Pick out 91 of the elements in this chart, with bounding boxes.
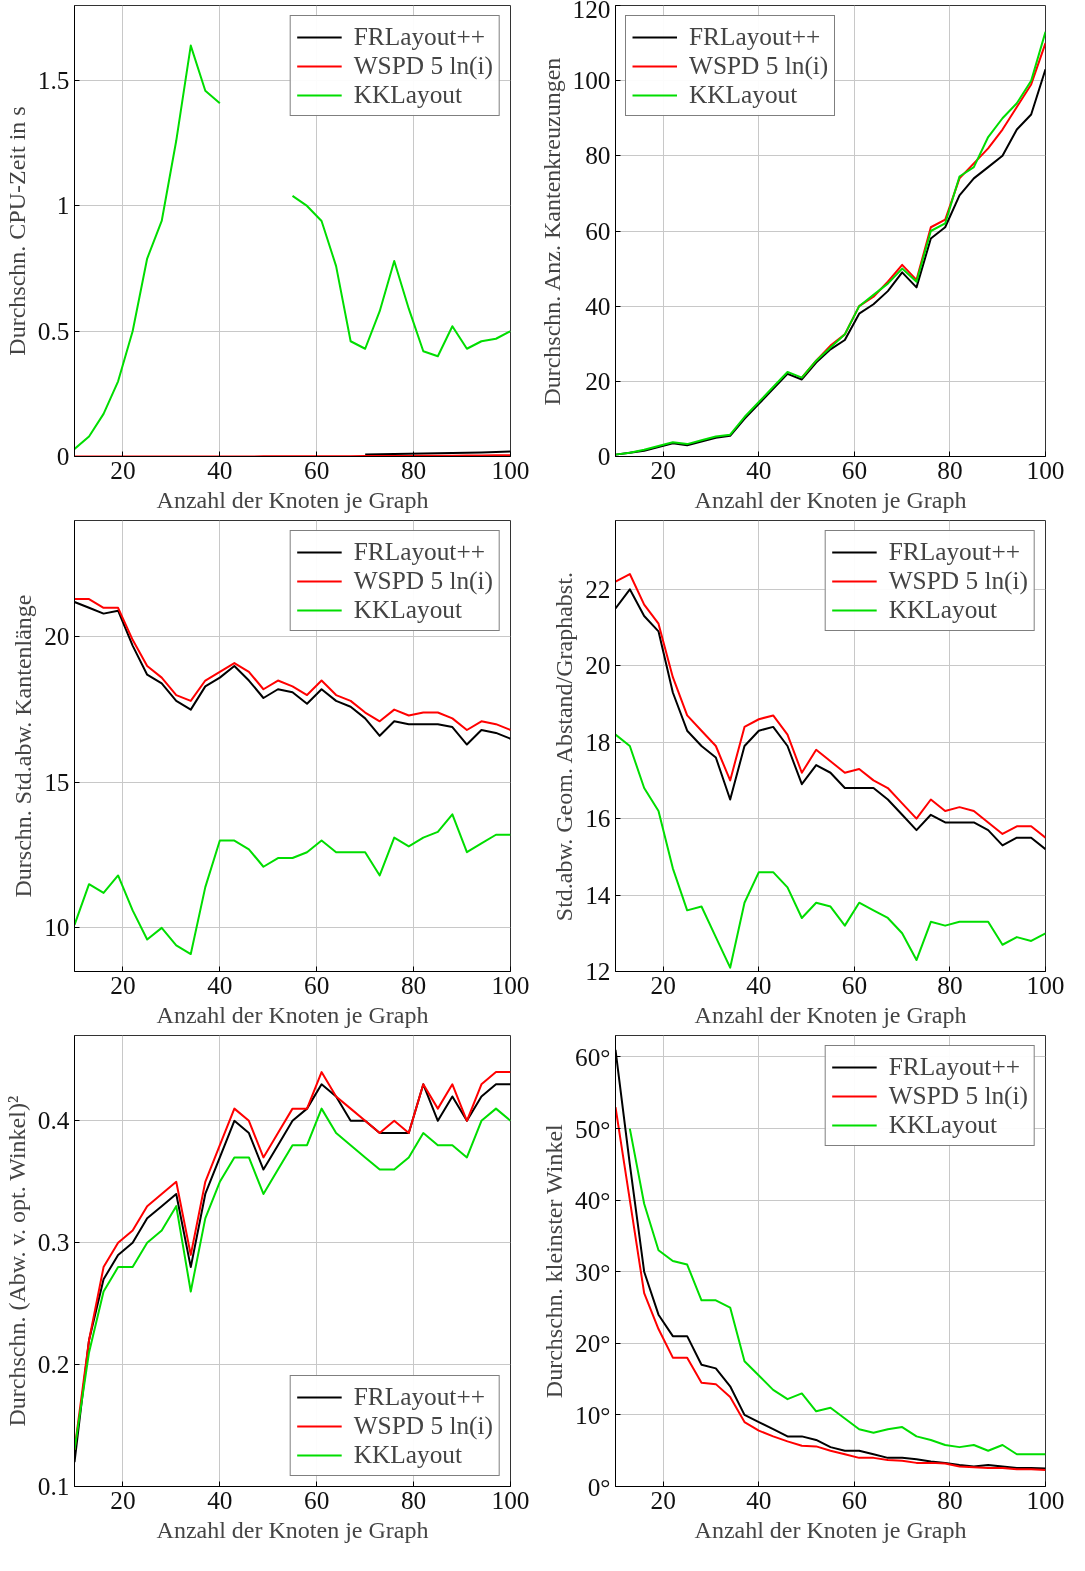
legend-label: WSPD 5 ln(i) bbox=[888, 566, 1028, 595]
x-tick-label: 20 bbox=[110, 455, 136, 484]
y-axis-title: Durchschn. kleinster Winkel bbox=[541, 1123, 568, 1399]
legend-label: FRLayout++ bbox=[353, 22, 485, 51]
x-tick-label: 60 bbox=[841, 1485, 868, 1514]
y-tick-label: 10° bbox=[575, 1400, 611, 1429]
x-tick-label: 40 bbox=[746, 1485, 772, 1514]
x-tick-label: 20 bbox=[110, 970, 136, 999]
legend-label: FRLayout++ bbox=[888, 537, 1020, 566]
y-tick-label: 20 bbox=[585, 651, 611, 680]
x-tick-label: 100 bbox=[1026, 970, 1065, 999]
y-tick-label: 40° bbox=[575, 1186, 611, 1215]
x-tick-label: 20 bbox=[650, 455, 676, 484]
x-axis-title: Anzahl der Knoten je Graph bbox=[156, 486, 429, 513]
legend-label: KKLayout bbox=[689, 80, 798, 109]
x-tick-label: 60 bbox=[304, 1485, 330, 1514]
y-tick-label: 10 bbox=[44, 913, 70, 942]
y-tick-label: 18 bbox=[585, 727, 611, 756]
x-tick-label: 60 bbox=[841, 455, 868, 484]
y-tick-label: 0 bbox=[56, 442, 70, 470]
y-tick-label: 0.5 bbox=[37, 316, 70, 345]
x-tick-label: 20 bbox=[110, 1485, 136, 1514]
y-tick-label: 50° bbox=[575, 1114, 611, 1143]
y-tick-label: 14 bbox=[585, 880, 611, 909]
y-tick-label: 0° bbox=[587, 1472, 611, 1501]
y-tick-label: 1 bbox=[56, 191, 70, 220]
legend-label: FRLayout++ bbox=[353, 1382, 485, 1411]
x-axis-title: Anzahl der Knoten je Graph bbox=[156, 1001, 429, 1028]
y-tick-label: 60° bbox=[575, 1042, 611, 1071]
x-tick-label: 80 bbox=[937, 455, 963, 484]
x-tick-label: 40 bbox=[746, 970, 772, 999]
x-tick-label: 60 bbox=[841, 970, 868, 999]
y-tick-label: 100 bbox=[572, 66, 611, 95]
legend-label: WSPD 5 ln(i) bbox=[689, 51, 829, 80]
y-tick-label: 40 bbox=[585, 291, 611, 320]
legend-label: KKLayout bbox=[353, 1440, 463, 1469]
y-tick-label: 0.3 bbox=[37, 1228, 70, 1257]
y-tick-label: 22 bbox=[585, 574, 611, 603]
legend-label: WSPD 5 ln(i) bbox=[888, 1081, 1028, 1110]
y-tick-label: 80 bbox=[585, 141, 611, 170]
x-tick-label: 20 bbox=[650, 970, 676, 999]
legend-label: KKLayout bbox=[353, 80, 463, 109]
y-tick-label: 0.2 bbox=[37, 1350, 70, 1379]
x-tick-label: 100 bbox=[491, 970, 530, 999]
x-axis-title: Anzahl der Knoten je Graph bbox=[694, 486, 967, 513]
y-tick-label: 20° bbox=[575, 1329, 611, 1358]
x-axis-title: Anzahl der Knoten je Graph bbox=[156, 1516, 429, 1543]
y-tick-label: 0.1 bbox=[37, 1472, 70, 1500]
y-axis-title: Durchschn. CPU-Zeit in s bbox=[3, 106, 30, 356]
y-tick-label: 0 bbox=[597, 442, 611, 470]
x-tick-label: 80 bbox=[400, 970, 427, 999]
y-tick-label: 20 bbox=[44, 622, 70, 651]
x-tick-label: 100 bbox=[1026, 455, 1065, 484]
y-axis-title: Durschn. Std.abw. Kantenlänge bbox=[10, 594, 37, 898]
x-tick-label: 80 bbox=[400, 1485, 427, 1514]
y-tick-label: 16 bbox=[585, 804, 611, 833]
x-tick-label: 80 bbox=[937, 1485, 963, 1514]
y-tick-label: 12 bbox=[585, 957, 611, 985]
y-tick-label: 120 bbox=[572, 0, 611, 23]
legend-label: WSPD 5 ln(i) bbox=[353, 51, 493, 80]
y-tick-label: 60 bbox=[585, 216, 611, 245]
x-tick-label: 40 bbox=[207, 455, 233, 484]
x-tick-label: 100 bbox=[491, 455, 530, 484]
x-tick-label: 80 bbox=[937, 970, 963, 999]
legend-label: FRLayout++ bbox=[689, 22, 821, 51]
legend-label: KKLayout bbox=[353, 595, 463, 624]
y-tick-label: 30° bbox=[575, 1257, 611, 1286]
x-tick-label: 20 bbox=[650, 1485, 676, 1514]
legend-label: WSPD 5 ln(i) bbox=[353, 1411, 493, 1440]
y-axis-title: Std.abw. Geom. Abstand/Graphabst. bbox=[551, 572, 578, 922]
legend-label: KKLayout bbox=[888, 595, 998, 624]
y-tick-label: 15 bbox=[44, 767, 70, 796]
x-tick-label: 40 bbox=[207, 1485, 233, 1514]
x-tick-label: 80 bbox=[400, 455, 427, 484]
x-axis-title: Anzahl der Knoten je Graph bbox=[694, 1516, 967, 1543]
x-tick-label: 40 bbox=[746, 455, 772, 484]
x-tick-label: 40 bbox=[207, 970, 233, 999]
legend-label: WSPD 5 ln(i) bbox=[353, 566, 493, 595]
y-axis-title: Durchschn. Anz. Kantenkreuzungen bbox=[538, 57, 565, 406]
y-tick-label: 1.5 bbox=[37, 66, 70, 95]
legend-label: FRLayout++ bbox=[888, 1052, 1020, 1081]
x-axis-title: Anzahl der Knoten je Graph bbox=[694, 1001, 967, 1028]
y-tick-label: 20 bbox=[585, 366, 611, 395]
x-tick-label: 100 bbox=[491, 1485, 530, 1514]
y-axis-title: Durchschn. (Abw. v. opt. Winkel)² bbox=[3, 1095, 30, 1427]
legend-label: KKLayout bbox=[888, 1110, 998, 1139]
x-tick-label: 60 bbox=[304, 970, 330, 999]
legend-label: FRLayout++ bbox=[353, 537, 485, 566]
x-tick-label: 60 bbox=[304, 455, 330, 484]
x-tick-label: 100 bbox=[1026, 1485, 1065, 1514]
y-tick-label: 0.4 bbox=[37, 1106, 70, 1135]
